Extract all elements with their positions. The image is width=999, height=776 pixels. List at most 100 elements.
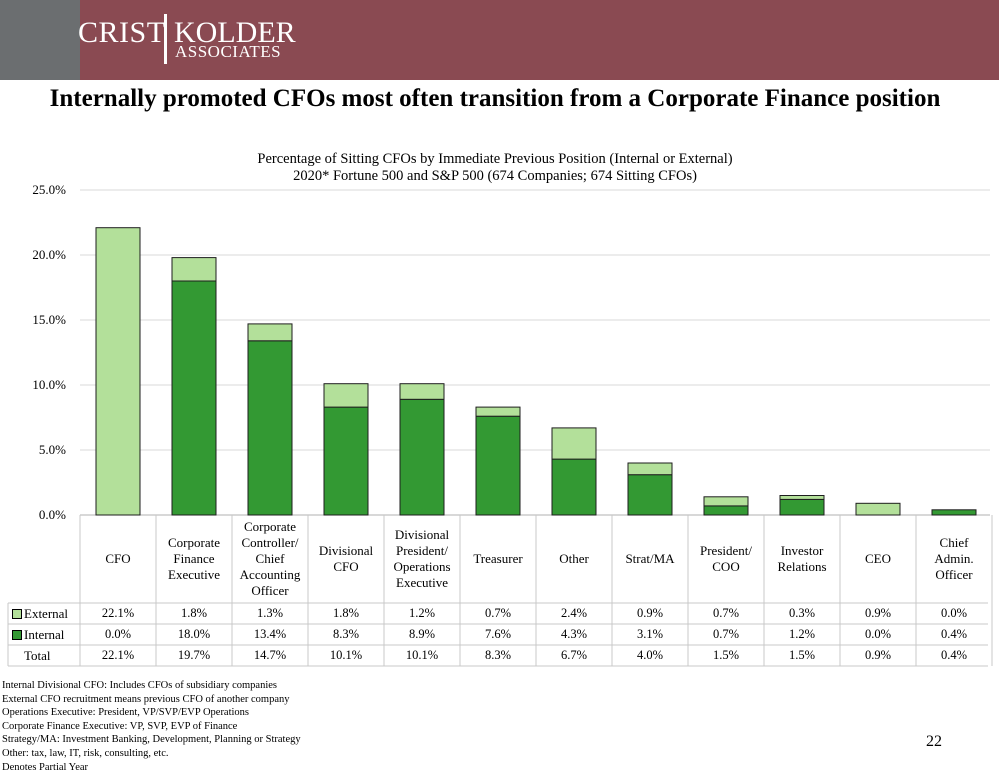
data-label: 22.1% (101, 606, 135, 620)
category-label-text: Divisional CFO (319, 543, 373, 575)
data-label: 1.2% (788, 627, 816, 641)
data-label: 0.7% (484, 606, 512, 620)
category-label: Treasurer (460, 515, 536, 603)
data-label: 0.9% (636, 606, 664, 620)
footnote: Denotes Partial Year (2, 761, 89, 773)
category-label-text: CEO (865, 551, 891, 567)
data-label: 7.6% (484, 627, 512, 641)
category-label: Investor Relations (764, 515, 840, 603)
category-label-text: Chief Admin. Officer (934, 535, 973, 583)
data-label: 6.7% (560, 648, 588, 662)
data-label: 0.0% (864, 627, 892, 641)
category-label: Other (536, 515, 612, 603)
row-internal-label: Internal (12, 624, 64, 645)
category-label-line: Finance (173, 551, 215, 566)
bar-external (703, 496, 749, 507)
category-label: Divisional CFO (308, 515, 384, 603)
y-tick-label: 5.0% (39, 442, 66, 457)
category-label-line: Executive (168, 567, 220, 582)
category-label-line: President/ (700, 543, 752, 558)
y-tick-label: 0.0% (39, 507, 66, 522)
bar-external (171, 257, 217, 282)
category-label-line: Chief (255, 551, 285, 566)
bar-external (323, 383, 369, 408)
stacked-bar-chart: 0.0% 5.0% 10.0% 15.0% 20.0% 25.0% (7, 182, 993, 667)
bar-internal (627, 474, 673, 516)
category-label-line: Divisional (318, 543, 374, 558)
data-label: 2.4% (560, 606, 588, 620)
data-label: 1.8% (180, 606, 208, 620)
bar-internal (323, 406, 369, 516)
category-label: Corporate Controller/Chief Accounting Offic… (232, 515, 308, 603)
category-label: Strat/MA (612, 515, 688, 603)
data-label: 0.0% (940, 606, 968, 620)
header-band: CRIST KOLDER ASSOCIATES (0, 0, 999, 80)
category-label: Chief Admin. Officer (916, 515, 992, 603)
category-label-line: CEO (865, 551, 891, 566)
logo-crist: CRIST (78, 16, 166, 49)
category-label-line: President/ (395, 543, 448, 558)
data-label: 19.7% (177, 648, 211, 662)
data-label: 1.2% (408, 606, 436, 620)
category-label-line: Controller/ (241, 535, 299, 550)
category-label-line: Officer (251, 583, 289, 598)
bar-external (627, 462, 673, 476)
bar-external (779, 495, 825, 500)
data-label: 10.1% (405, 648, 439, 662)
data-label: 0.7% (712, 627, 740, 641)
category-label-text: Investor Relations (777, 543, 826, 575)
category-label-text: Corporate Finance Executive (168, 535, 220, 583)
logo-associates: ASSOCIATES (175, 42, 282, 61)
data-label: 4.3% (560, 627, 588, 641)
header-grey-block (0, 0, 80, 80)
data-label: 8.3% (332, 627, 360, 641)
bar-external (399, 383, 445, 400)
category-label-line: Relations (777, 559, 827, 574)
page-title: Internally promoted CFOs most often tran… (49, 85, 941, 112)
chart-subtitle: Percentage of Sitting CFOs by Immediate … (150, 151, 840, 185)
category-label: President/COO (688, 515, 764, 603)
category-label-line: Chief (939, 535, 969, 550)
footnotes: Internal Divisional CFO: Includes CFOs o… (2, 679, 301, 774)
logo-divider (164, 14, 167, 64)
legend-swatch (12, 630, 22, 641)
footnote: Corporate Finance Executive: VP, SVP, EV… (2, 720, 238, 732)
data-label: 1.5% (712, 648, 740, 662)
bar-internal (399, 398, 445, 516)
data-label: 0.9% (864, 606, 892, 620)
row-total-label: Total (24, 645, 51, 666)
bar-external (247, 323, 293, 342)
category-label-line: Corporate (244, 519, 296, 534)
data-label: 4.0% (636, 648, 664, 662)
category-label-line: Divisional (394, 527, 450, 542)
data-label: 3.1% (636, 627, 664, 641)
category-label-line: Other (559, 551, 589, 566)
data-label: 8.9% (408, 627, 436, 641)
category-label-line: Operations (393, 559, 451, 574)
category-label-line: Treasurer (473, 551, 523, 566)
category-label-text: Strat/MA (625, 551, 674, 567)
data-label: 22.1% (101, 648, 135, 662)
data-label: 1.3% (256, 606, 284, 620)
subtitle-line-2: 2020* Fortune 500 and S&P 500 (674 Compa… (293, 168, 697, 184)
bar-internal (551, 458, 597, 516)
bar-external (475, 406, 521, 417)
category-label-line: CFO (333, 559, 359, 574)
category-label-text: Divisional President/Operations Executive (393, 527, 450, 591)
footnote: Operations Executive: President, VP/SVP/… (2, 707, 250, 719)
data-label: 1.8% (332, 606, 360, 620)
legend-label: Internal (24, 627, 65, 642)
category-label: Divisional President/Operations Executive (384, 515, 460, 603)
data-label: 13.4% (253, 627, 287, 641)
category-label-line: Investor (780, 543, 824, 558)
header-maroon-band (80, 0, 999, 80)
legend-label: Total (24, 648, 51, 663)
category-label: CEO (840, 515, 916, 603)
footnote: Internal Divisional CFO: Includes CFOs o… (2, 680, 278, 691)
data-label: 10.1% (329, 648, 363, 662)
data-label: 14.7% (253, 648, 287, 662)
category-label-line: CFO (105, 551, 131, 566)
category-label: Corporate Finance Executive (156, 515, 232, 603)
category-label-line: Accounting (239, 567, 301, 582)
data-label: 8.3% (484, 648, 512, 662)
